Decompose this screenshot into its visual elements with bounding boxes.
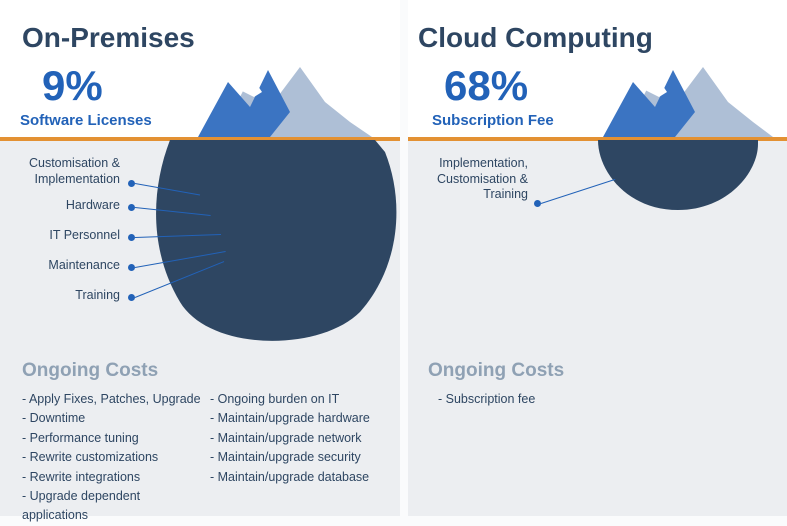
hidden-cost-label: Hardware [60,198,120,214]
list-item: - Subscription fee [438,390,535,409]
list-item: - Upgrade dependent applications [22,487,202,526]
ongoing-costs-header: Ongoing Costs [428,360,564,382]
cloud-computing-percent-label: Subscription Fee [432,112,554,129]
on-premises-percent-label: Software Licenses [20,112,152,129]
hidden-cost-label: IT Personnel [40,228,120,244]
cloud-computing-percent: 68% [444,62,528,110]
iceberg-cloud [568,52,787,232]
list-item: - Performance tuning [22,429,202,448]
list-item: - Rewrite integrations [22,468,202,487]
list-item: - Maintain/upgrade security [210,448,400,467]
cloud-computing-panel: Cloud Computing 68% Subscription Fee Imp… [408,0,787,516]
hidden-cost-label: Maintenance [40,258,120,274]
leader-dot [128,264,135,271]
on-premises-title: On-Premises [22,22,195,54]
list-item: - Maintain/upgrade hardware [210,409,400,428]
leader-dot [128,294,135,301]
hidden-cost-label: Implementation, Customisation & Training [418,156,528,203]
hidden-cost-label: Training [60,288,120,304]
leader-dot [534,200,541,207]
list-item: - Ongoing burden on IT [210,390,400,409]
ongoing-costs-header: Ongoing Costs [22,360,158,382]
leader-dot [128,234,135,241]
on-premises-percent: 9% [42,62,103,110]
list-item: - Rewrite customizations [22,448,202,467]
on-premises-panel: On-Premises 9% Software Licenses Customi… [0,0,400,516]
iceberg-on-premises [150,52,410,352]
list-item: - Maintain/upgrade database [210,468,400,487]
ongoing-costs-col2: - Ongoing burden on IT - Maintain/upgrad… [210,390,400,487]
ongoing-costs-list: - Subscription fee [438,390,535,409]
hidden-cost-label: Customisation & Implementation [20,156,120,187]
list-item: - Apply Fixes, Patches, Upgrade [22,390,202,409]
ongoing-costs-col1: - Apply Fixes, Patches, Upgrade - Downti… [22,390,202,526]
cloud-computing-title: Cloud Computing [418,22,653,54]
list-item: - Downtime [22,409,202,428]
list-item: - Maintain/upgrade network [210,429,400,448]
